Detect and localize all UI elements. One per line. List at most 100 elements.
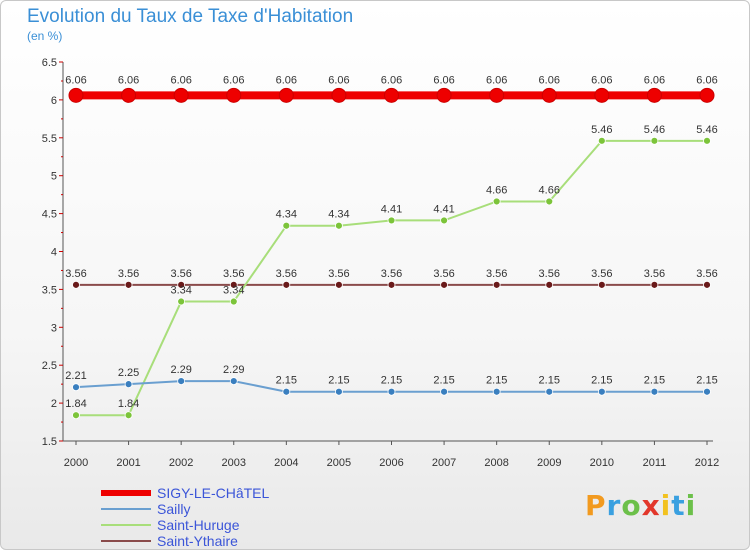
x-tick-label: 2005 <box>327 457 351 469</box>
logo-letter: t <box>671 489 686 522</box>
data-point <box>177 280 186 289</box>
data-label: 3.56 <box>539 268 560 280</box>
y-tick-label: 6 <box>51 95 57 107</box>
data-point <box>650 136 659 145</box>
data-label: 2.29 <box>170 364 191 376</box>
logo-letter: i <box>660 489 672 522</box>
data-point <box>436 87 452 103</box>
data-point <box>68 87 84 103</box>
data-label: 3.56 <box>328 268 349 280</box>
data-label: 2.15 <box>381 375 402 387</box>
data-point <box>124 380 133 389</box>
chart-title: Evolution du Taux de Taxe d'Habitation <box>27 6 354 27</box>
data-label: 3.34 <box>223 285 244 297</box>
data-label: 3.56 <box>486 268 507 280</box>
data-point <box>173 87 189 103</box>
data-label: 6.06 <box>696 74 717 86</box>
data-label: 2.15 <box>328 375 349 387</box>
data-point <box>545 280 554 289</box>
data-label: 2.15 <box>644 375 665 387</box>
data-point <box>594 87 610 103</box>
data-label: 1.84 <box>65 398 86 410</box>
data-point <box>492 280 501 289</box>
data-point <box>440 387 448 396</box>
data-point <box>229 377 238 386</box>
data-point <box>124 280 133 289</box>
data-point <box>387 280 396 289</box>
data-label: 6.06 <box>65 74 86 86</box>
data-point <box>703 280 711 289</box>
legend-swatch-saint-huruge <box>101 524 151 526</box>
legend-swatch-saint-ythaire <box>101 540 151 542</box>
data-label: 2.15 <box>696 375 717 387</box>
data-label: 2.15 <box>433 375 454 387</box>
x-tick-label: 2012 <box>695 457 719 469</box>
x-tick-label: 2000 <box>64 457 88 469</box>
data-point <box>703 136 711 145</box>
data-label: 2.15 <box>539 375 560 387</box>
data-point <box>646 87 662 103</box>
data-label: 6.06 <box>223 74 244 86</box>
data-point <box>177 377 186 386</box>
data-label: 4.66 <box>539 184 560 196</box>
data-label: 5.46 <box>591 124 612 136</box>
data-label: 3.56 <box>381 268 402 280</box>
y-tick-label: 4 <box>51 247 57 259</box>
data-point <box>177 297 186 306</box>
data-point <box>703 387 711 396</box>
data-label: 6.06 <box>276 74 297 86</box>
data-point <box>331 87 347 103</box>
data-label: 6.06 <box>486 74 507 86</box>
data-label: 3.56 <box>644 268 665 280</box>
x-tick-label: 2004 <box>274 457 298 469</box>
data-label: 4.34 <box>276 209 297 221</box>
data-point <box>492 387 501 396</box>
logo-letter: r <box>606 489 622 522</box>
data-point <box>597 280 606 289</box>
proxiti-logo: Proxiti <box>585 489 696 522</box>
logo-letter: x <box>641 489 661 522</box>
y-tick-label: 6.5 <box>42 57 57 69</box>
y-tick-label: 5.5 <box>42 133 57 145</box>
data-point <box>278 87 294 103</box>
data-point <box>650 280 659 289</box>
data-point <box>440 216 448 225</box>
y-tick-label: 3 <box>51 322 57 334</box>
data-point <box>226 87 242 103</box>
data-point <box>699 87 715 103</box>
data-point <box>387 216 396 225</box>
data-label: 6.06 <box>539 74 560 86</box>
legend-label-saint-ythaire: Saint-Ythaire <box>157 533 238 549</box>
data-label: 3.56 <box>65 268 86 280</box>
data-label: 6.06 <box>644 74 665 86</box>
data-label: 2.15 <box>591 375 612 387</box>
data-point <box>545 387 554 396</box>
data-label: 4.34 <box>328 209 349 221</box>
data-point <box>597 136 606 145</box>
data-point <box>335 221 343 230</box>
data-label: 5.46 <box>644 124 665 136</box>
y-tick-label: 2 <box>51 398 57 410</box>
data-point <box>229 297 238 306</box>
data-label: 4.41 <box>381 203 402 215</box>
legend-label-saint-huruge: Saint-Huruge <box>157 517 240 533</box>
logo-letter: P <box>585 489 607 522</box>
y-tick-label: 1.5 <box>42 436 57 448</box>
legend-swatch-sigy <box>101 490 151 496</box>
data-label: 3.56 <box>118 268 139 280</box>
data-label: 3.34 <box>170 285 191 297</box>
data-label: 3.56 <box>591 268 612 280</box>
data-label: 6.06 <box>381 74 402 86</box>
data-point <box>650 387 659 396</box>
data-label: 2.15 <box>276 375 297 387</box>
x-tick-label: 2006 <box>379 457 403 469</box>
x-tick-label: 2010 <box>590 457 614 469</box>
chart-subtitle: (en %) <box>27 29 63 43</box>
data-point <box>229 280 238 289</box>
data-point <box>124 411 133 420</box>
x-tick-label: 2011 <box>643 457 667 469</box>
data-label: 4.41 <box>433 203 454 215</box>
data-label: 6.06 <box>591 74 612 86</box>
y-tick-label: 4.5 <box>42 209 57 221</box>
